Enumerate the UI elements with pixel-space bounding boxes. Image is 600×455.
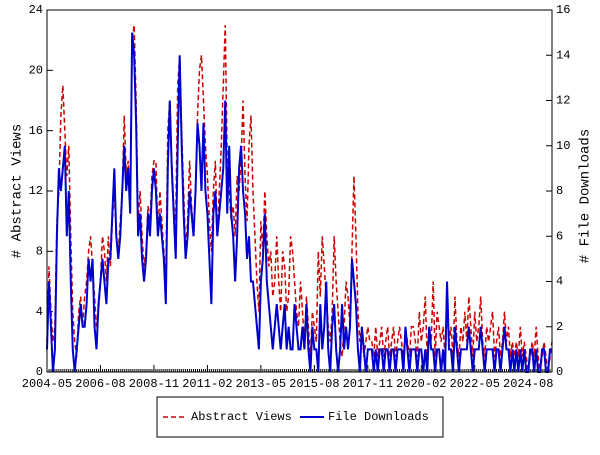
x-tick-label: 2020-02 xyxy=(396,377,446,391)
x-tick-label: 2008-11 xyxy=(129,377,179,391)
y-tick-label: 4 xyxy=(36,305,43,319)
x-tick-label: 2015-08 xyxy=(289,377,339,391)
plot-frame xyxy=(46,9,553,373)
legend-label: Abstract Views xyxy=(191,410,292,424)
y-tick-label: 12 xyxy=(29,184,43,198)
x-tick-label: 2024-08 xyxy=(503,377,553,391)
y2-axis-label: # File Downloads xyxy=(578,129,594,263)
y-tick-label: 20 xyxy=(29,64,43,78)
y2-tick-label: 2 xyxy=(556,320,563,334)
x-tick-label: 2013-05 xyxy=(236,377,286,391)
series-line xyxy=(46,32,552,373)
y-tick-label: 0 xyxy=(36,365,43,379)
x-tick-label: 2017-11 xyxy=(343,377,393,391)
y-tick-label: 16 xyxy=(29,124,43,138)
x-tick-label: 2022-05 xyxy=(450,377,500,391)
y-axis-label: # Abstract Views xyxy=(10,124,26,258)
x-tick-label: 2011-02 xyxy=(182,377,232,391)
x-tick-label: 2004-05 xyxy=(22,377,72,391)
y2-tick-label: 16 xyxy=(556,3,570,17)
y2-tick-label: 6 xyxy=(556,229,563,243)
y-tick-label: 8 xyxy=(36,245,43,259)
y2-tick-label: 4 xyxy=(556,275,563,289)
y-tick-label: 24 xyxy=(29,3,43,17)
y2-tick-label: 10 xyxy=(556,139,570,153)
y2-tick-label: 12 xyxy=(556,94,570,108)
legend-label: File Downloads xyxy=(328,410,429,424)
y2-tick-label: 0 xyxy=(556,365,563,379)
y2-tick-label: 8 xyxy=(556,184,563,198)
y2-tick-label: 14 xyxy=(556,48,570,62)
x-tick-label: 2006-08 xyxy=(75,377,125,391)
